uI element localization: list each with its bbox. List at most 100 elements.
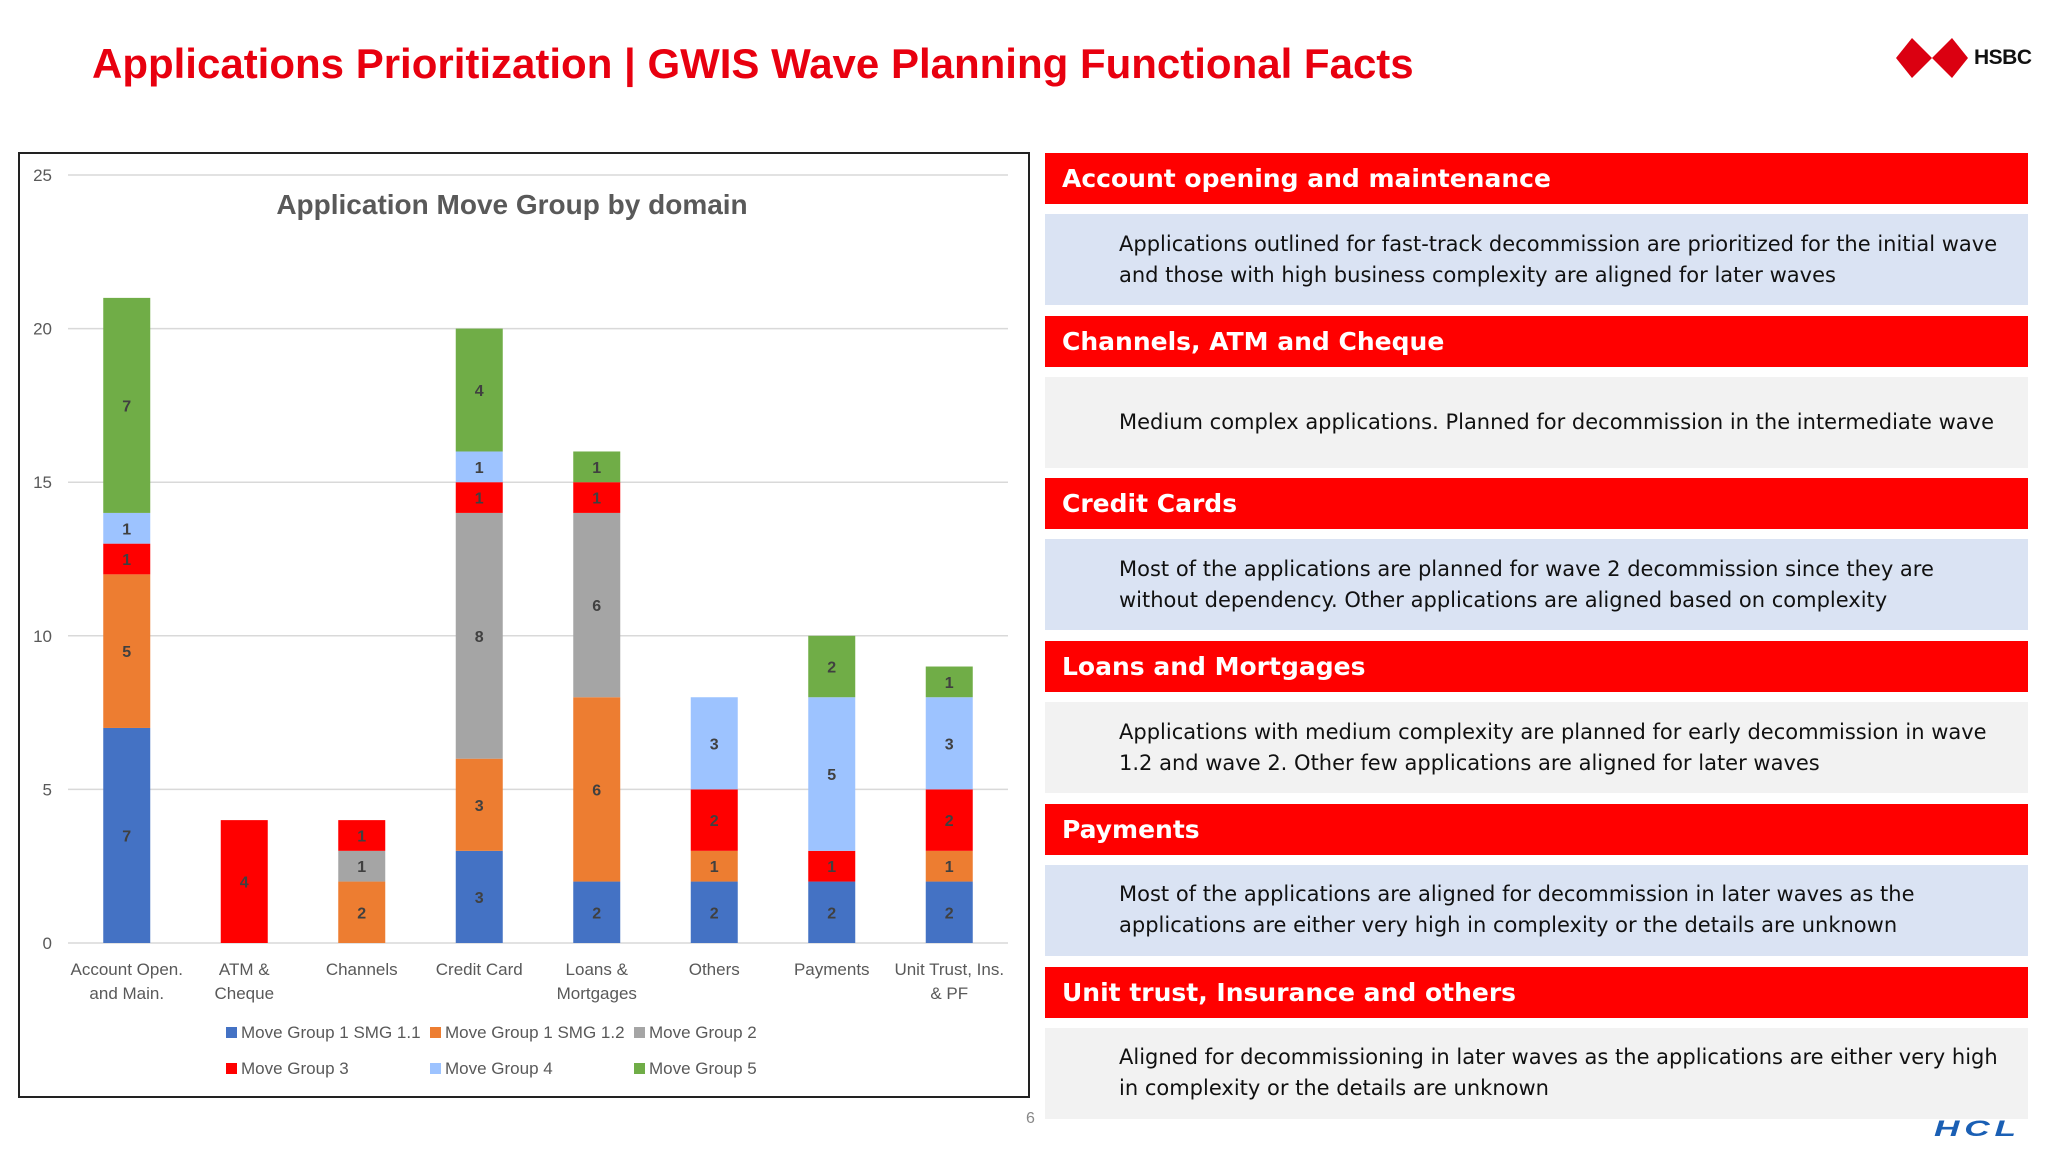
section-heading: Credit Cards [1045, 478, 2028, 530]
bar-segment [690, 850, 738, 882]
data-label: 1 [122, 552, 131, 569]
data-label: 1 [475, 460, 484, 477]
bar-segment [103, 297, 151, 513]
section-heading: Payments [1045, 803, 2028, 855]
data-label: 2 [592, 905, 601, 922]
data-label: 5 [122, 644, 131, 661]
section-3: Loans and Mortgages Applications with me… [1045, 641, 2028, 794]
data-label: 6 [592, 598, 601, 615]
y-tick-label: 10 [33, 627, 52, 646]
page-title: Applications Prioritization | GWIS Wave … [92, 40, 1414, 87]
data-label: 2 [827, 905, 836, 922]
data-label: 1 [710, 859, 719, 876]
section-body: Most of the applications are planned for… [1045, 539, 2028, 631]
x-tick-label: and Main. [89, 984, 164, 1003]
bar-segment [808, 881, 856, 943]
legend-swatch [430, 1027, 441, 1038]
bar-segment [573, 512, 621, 698]
bar-segment [455, 512, 503, 759]
data-label: 7 [122, 828, 131, 845]
bar-segment [455, 451, 503, 483]
data-label: 1 [945, 859, 954, 876]
bar-segment [690, 697, 738, 790]
hcl-logo: HCL [1934, 1116, 2021, 1141]
bar-segment [455, 328, 503, 452]
page-number: 6 [1026, 1110, 1035, 1127]
bar-segment [103, 512, 151, 544]
section-heading: Unit trust, Insurance and others [1045, 966, 2028, 1018]
legend-swatch [226, 1063, 237, 1074]
legend-swatch [226, 1027, 237, 1038]
bar-segment [338, 820, 386, 851]
y-tick-label: 20 [33, 320, 52, 339]
legend-entry: Move Group 4 [445, 1059, 553, 1078]
bar-segment [455, 482, 503, 513]
x-tick-label: Others [689, 960, 740, 979]
bar-segment [338, 881, 386, 943]
y-tick-label: 15 [33, 473, 52, 492]
data-label: 2 [945, 813, 954, 830]
data-label: 2 [357, 905, 366, 922]
data-label: 3 [475, 798, 484, 815]
data-label: 5 [827, 767, 836, 784]
section-heading: Loans and Mortgages [1045, 641, 2028, 693]
data-label: 8 [475, 629, 484, 646]
section-text: Aligned for decommissioning in later wav… [1119, 1045, 1998, 1100]
bar-segment [925, 881, 973, 943]
y-tick-label: 25 [33, 166, 52, 185]
legend-swatch [634, 1027, 645, 1038]
section-heading: Channels, ATM and Cheque [1045, 315, 2028, 367]
bar-segment [103, 574, 151, 728]
bar-segment [808, 635, 856, 698]
y-tick-label: 0 [43, 934, 52, 953]
bar-segment [573, 697, 621, 882]
chart-title: Application Move Group by domain [276, 189, 747, 220]
bar-segment [220, 820, 268, 943]
bar-segment [103, 543, 151, 575]
data-label: 1 [357, 828, 366, 845]
x-tick-label: Channels [326, 960, 398, 979]
bar-segment [925, 697, 973, 790]
legend-entry: Move Group 5 [649, 1059, 757, 1078]
legend-entry: Move Group 2 [649, 1023, 757, 1042]
data-label: 2 [945, 905, 954, 922]
data-label: 1 [945, 675, 954, 692]
legend-entry: Move Group 1 SMG 1.2 [445, 1023, 625, 1042]
data-label: 2 [710, 813, 719, 830]
section-2: Credit Cards Most of the applications ar… [1045, 478, 2028, 631]
data-label: 1 [592, 460, 601, 477]
data-label: 2 [710, 905, 719, 922]
x-tick-label: Unit Trust, Ins. [894, 960, 1004, 979]
section-4: Payments Most of the applications are al… [1045, 803, 2028, 956]
bar-segment [925, 666, 973, 698]
bar-segment [925, 789, 973, 851]
section-text: Most of the applications are planned for… [1119, 556, 1934, 612]
hsbc-logo: HSBC [1896, 38, 2032, 78]
legend-entry: Move Group 1 SMG 1.1 [241, 1023, 421, 1042]
section-text: Applications outlined for fast-track dec… [1119, 231, 1998, 287]
data-label: 7 [122, 398, 131, 415]
data-label: 3 [710, 736, 719, 753]
bar-segment [573, 451, 621, 483]
bar-segment [573, 482, 621, 513]
section-heading: Account opening and maintenance [1045, 153, 2028, 204]
bar-segment [455, 850, 503, 943]
section-text: Most of the applications are aligned for… [1119, 882, 1915, 938]
section-text: Medium complex applications. Planned for… [1119, 409, 1994, 434]
data-label: 2 [827, 660, 836, 677]
section-text: Applications with medium complexity are … [1119, 719, 1987, 775]
section-0: Account opening and maintenance Applicat… [1045, 153, 2028, 305]
data-label: 4 [240, 875, 249, 892]
data-label: 1 [475, 491, 484, 508]
hsbc-logo-text: HSBC [1974, 46, 2032, 69]
data-label: 1 [357, 859, 366, 876]
section-body: Applications with medium complexity are … [1045, 702, 2028, 794]
legend-entry: Move Group 3 [241, 1059, 349, 1078]
x-tick-label: Mortgages [557, 984, 637, 1003]
bar-segment [690, 789, 738, 851]
legend-swatch [634, 1063, 645, 1074]
x-tick-label: Credit Card [436, 960, 523, 979]
hsbc-hexagon-icon [1896, 38, 1968, 78]
bar-segment [455, 758, 503, 851]
